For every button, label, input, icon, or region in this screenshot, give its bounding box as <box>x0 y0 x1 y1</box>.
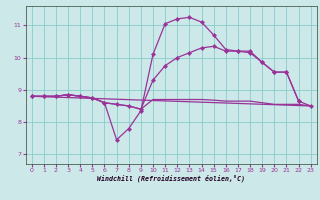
X-axis label: Windchill (Refroidissement éolien,°C): Windchill (Refroidissement éolien,°C) <box>97 175 245 182</box>
